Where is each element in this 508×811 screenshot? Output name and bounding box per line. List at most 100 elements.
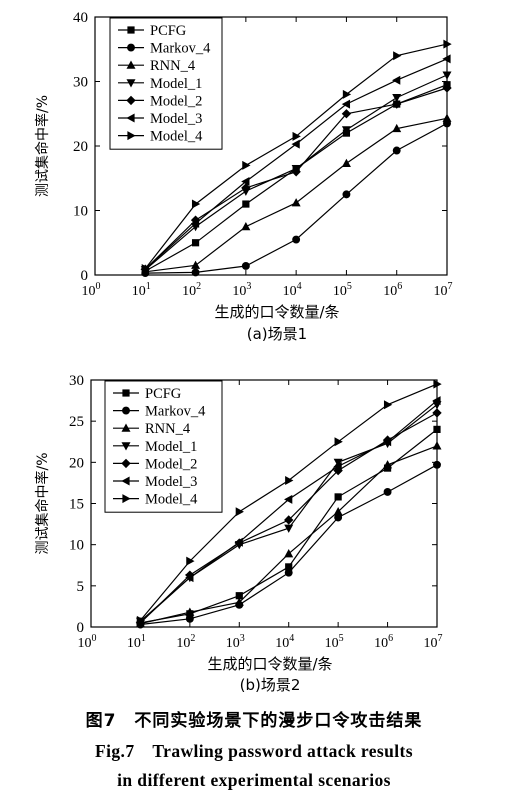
data-point: [442, 71, 452, 80]
data-point: [241, 176, 250, 186]
data-point: [291, 167, 301, 177]
y-axis-label: 测试集命中率/%: [34, 95, 51, 197]
data-point: [191, 199, 201, 209]
data-point: [185, 573, 194, 583]
data-point: [185, 614, 194, 623]
legend-marker: [126, 60, 136, 69]
data-point: [433, 425, 441, 433]
data-point: [235, 592, 243, 600]
y-tick-label: 5: [77, 579, 85, 595]
legend-marker: [122, 406, 130, 415]
data-point: [242, 160, 251, 170]
chart-2: 100 101 102 103 104 105 106 107051015202530生成的口…: [34, 373, 443, 694]
legend-label: Markov_4: [145, 404, 206, 420]
data-point: [432, 408, 442, 418]
legend-marker: [126, 113, 135, 123]
data-point: [334, 493, 342, 501]
legend-label: PCFG: [150, 23, 187, 39]
data-point: [285, 563, 293, 571]
data-point: [341, 99, 351, 109]
data-point: [190, 218, 200, 228]
data-point: [334, 513, 343, 522]
data-point: [291, 198, 301, 207]
x-tick-label: 101: [132, 281, 151, 299]
legend-label: Model_4: [145, 492, 198, 508]
data-point: [333, 458, 343, 468]
data-point: [341, 158, 351, 168]
x-tick-label: 102: [176, 633, 195, 651]
legend-label: Model_2: [150, 93, 202, 109]
y-tick-label: 20: [69, 455, 84, 471]
legend-marker: [127, 43, 135, 52]
data-point: [392, 123, 402, 133]
legend-label: Markov_4: [150, 41, 211, 57]
chart-title: (a)场景1: [247, 325, 307, 343]
x-tick-label: 102: [182, 281, 201, 299]
data-point: [285, 475, 294, 485]
data-point: [292, 131, 301, 141]
data-point: [333, 461, 342, 471]
data-point: [342, 190, 351, 199]
data-point: [334, 437, 343, 447]
series-Model_3: [140, 54, 451, 274]
legend-box: [109, 17, 223, 150]
data-point: [191, 239, 200, 247]
y-tick-label: 10: [69, 538, 84, 554]
data-point: [383, 460, 393, 469]
data-point: [433, 379, 442, 389]
legend-marker: [126, 79, 136, 88]
legend-marker: [122, 389, 130, 397]
data-point: [442, 54, 451, 64]
data-point: [284, 494, 293, 504]
x-tick-label: 106: [374, 633, 393, 651]
data-point: [186, 556, 195, 566]
legend-marker: [127, 131, 136, 141]
x-tick-label: 105: [325, 633, 344, 651]
data-point: [191, 268, 200, 277]
data-point: [284, 515, 294, 525]
y-tick-label: 30: [69, 373, 84, 389]
legend-marker: [121, 442, 131, 451]
data-point: [241, 183, 251, 193]
y-tick-label: 40: [73, 10, 88, 26]
data-point: [235, 507, 244, 517]
data-point: [284, 568, 293, 577]
figure-caption-en-line2: in different experimental scenarios: [117, 770, 391, 790]
figure-caption-cn: 图7 不同实验场景下的漫步口令攻击结果: [85, 711, 423, 731]
data-point: [443, 39, 452, 49]
x-tick-label: 104: [283, 281, 302, 299]
data-point: [234, 537, 243, 547]
legend-label: Model_1: [145, 439, 197, 455]
data-point: [191, 260, 201, 269]
data-point: [432, 396, 441, 406]
data-point: [342, 89, 352, 99]
data-point: [333, 507, 343, 516]
y-tick-label: 20: [73, 139, 88, 155]
x-tick-label: 107: [424, 633, 443, 651]
x-tick-label: 107: [434, 281, 453, 299]
data-point: [291, 139, 300, 149]
data-point: [284, 549, 294, 558]
legend-label: Model_1: [150, 76, 202, 92]
legend-label: RNN_4: [145, 421, 191, 437]
y-tick-label: 0: [77, 620, 85, 636]
y-tick-label: 25: [69, 414, 84, 430]
chart-1: 100 101 102 103 104 105 106 107010203040生成的口令数量…: [34, 10, 453, 343]
y-tick-label: 15: [69, 497, 84, 513]
y-axis-label: 测试集命中率/%: [34, 452, 51, 554]
legend-label: Model_3: [145, 474, 197, 490]
x-tick-label: 106: [383, 281, 402, 299]
x-tick-label: 103: [232, 281, 251, 299]
data-point: [292, 235, 301, 244]
data-point: [393, 51, 402, 61]
data-point: [432, 441, 442, 450]
x-axis-label: 生成的口令数量/条: [207, 655, 332, 673]
legend-label: PCFG: [145, 386, 182, 402]
data-point: [241, 221, 251, 231]
y-tick-label: 0: [81, 268, 89, 284]
data-point: [284, 524, 294, 533]
data-point: [234, 597, 244, 606]
chart-title: (b)场景2: [240, 676, 301, 694]
